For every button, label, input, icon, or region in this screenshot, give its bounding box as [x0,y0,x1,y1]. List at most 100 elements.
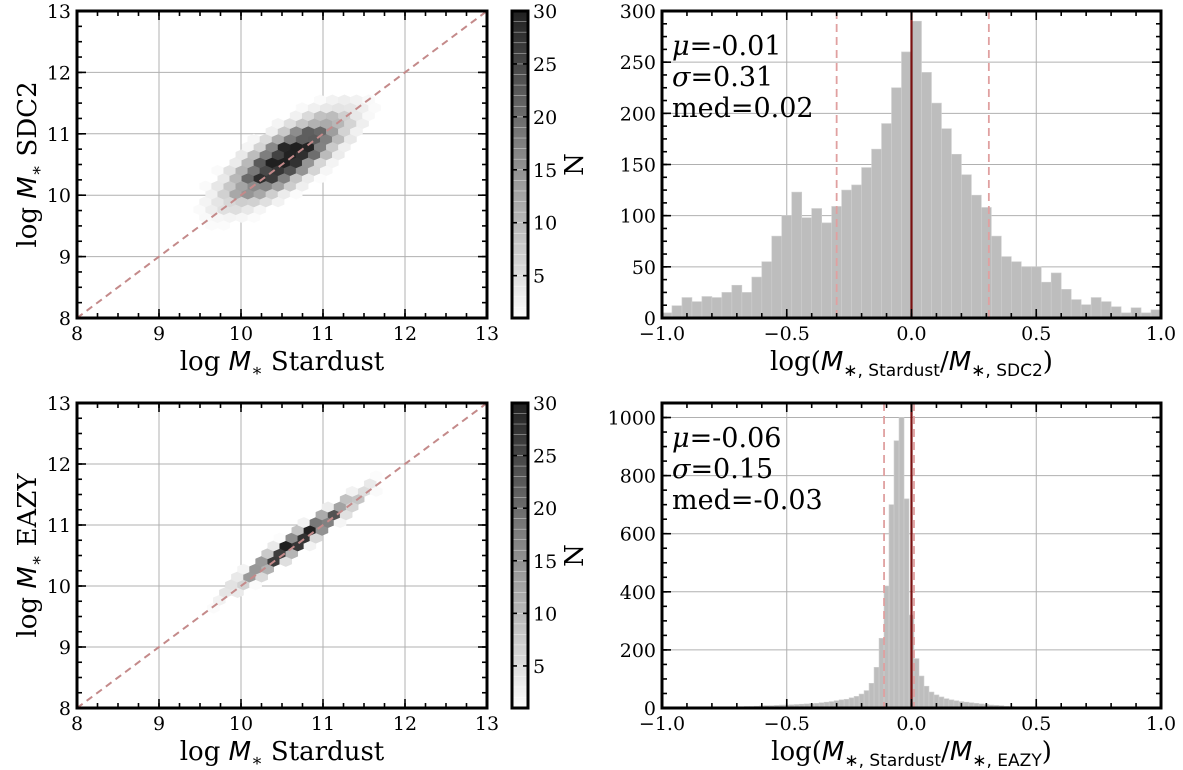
panel-bottom-right-xlabel: log(M∗, Stardust/M∗, EAZY) [771,737,1052,770]
colorbar-top-tick-label-1: 10 [533,213,557,235]
panel-top-right-bar-16 [821,222,832,318]
panel-top-right-bar-22 [881,123,892,318]
panel-bottom-left-ylabel: log M∗ EAZY [13,473,47,638]
panel-top-right-ytick-label-1: 50 [632,257,656,279]
panel-top-left-xtick-label-3: 11 [311,323,335,345]
panel-bottom-right-ytick-label-3: 600 [620,524,656,546]
panel-bottom-right-annotation-1: σ=0.15 [672,454,773,485]
panel-top-left-ytick-label-2: 10 [47,185,71,207]
panel-bottom-left-ytick-label-4: 12 [47,454,71,476]
panel-top-right-annotation-2: med=0.02 [672,93,814,124]
panel-top-left-xtick-label-1: 9 [153,323,165,345]
panel-top-right-bar-12 [781,215,793,318]
panel-top-right-bar-43 [1090,297,1102,318]
panel-top-right-bar-36 [1020,266,1032,318]
panel-bottom-right-ytick-label-0: 0 [644,698,656,720]
panel-top-left-hexbin [247,133,261,145]
colorbar-bottom-tick-label-2: 15 [533,551,557,573]
colorbar-bottom-frame [510,401,530,710]
panel-top-right-bar-26 [921,72,932,318]
panel-bottom-left-one-to-one-line [77,403,487,708]
panel-bottom-left-xlabel: log M∗ Stardust [180,737,385,770]
panel-top-left-ytick-label-4: 12 [47,62,71,84]
panel-bottom-right-bars [734,417,1030,708]
panel-top-right-bar-44 [1100,301,1112,318]
panel-top-right-bar-21 [871,148,882,318]
panel-top-right-bar-27 [931,102,942,318]
panel-top-right-annotation-0: μ=-0.01 [672,31,781,62]
panel-bottom-right-annotation-2: med=-0.03 [672,485,823,516]
panel-top-right-bar-8 [741,292,753,318]
colorbar-top-tick-label-0: 5 [533,266,545,288]
panel-bottom-right-xtick-label-0: −1.0 [639,713,685,735]
colorbar-top-tick-label-2: 15 [533,160,557,182]
panel-top-left-frame [75,9,489,320]
panel-bottom-right-ytick-label-5: 1000 [608,408,656,430]
panel-top-right-bar-14 [801,217,812,318]
panel-bottom-left-ticks: 8 9 10 11 12 13 8 9 10 11 12 13 [47,393,499,735]
panel-bottom-left-xtick-label-4: 12 [393,713,417,735]
colorbar-top: 5 10 15 20 25 30 N [510,1,590,320]
panel-top-right-ytick-label-5: 250 [620,52,656,74]
panel-bottom-left: 8 9 10 11 12 13 8 9 10 11 12 13 log M∗ Stardust log M… [13,393,499,770]
panel-top-right-bar-28 [941,128,952,318]
panel-bottom-left-hexbin [297,517,311,528]
panel-top-left-xtick-label-4: 12 [393,323,417,345]
colorbar-bottom-tick-label-1: 10 [533,603,557,625]
panel-top-right-bar-25 [911,20,922,318]
panel-top-left-hexbin [313,94,327,106]
colorbar-bottom-gradient [512,403,528,708]
colorbar-top-label: N [560,153,590,176]
panel-bottom-right-annotation-0: μ=-0.06 [672,423,781,454]
panel-top-right-bar-1 [671,305,683,318]
panel-top-right-xtick-label-4: 1.0 [1146,323,1176,345]
colorbar-top-tick-label-3: 20 [533,107,557,129]
panel-top-left-xlabel: log M∗ Stardust [180,347,385,381]
panel-top-right-xtick-label-0: −1.0 [639,323,685,345]
panel-bottom-left-ytick-label-3: 11 [47,515,71,537]
panel-top-right-bar-30 [961,174,972,318]
panel-top-right-ytick-label-4: 200 [620,103,656,125]
panel-bottom-right-xtick-label-3: 0.5 [1021,713,1051,735]
panel-top-right-bar-38 [1040,281,1052,318]
panel-top-right-bar-29 [951,153,962,318]
panel-bottom-right-bar-31 [888,504,895,708]
panel-top-right-bar-40 [1060,289,1072,318]
panel-bottom-left-xtick-label-3: 11 [311,713,335,735]
panel-top-right-frame [660,9,1163,320]
panel-bottom-right-bar-39 [928,691,935,708]
panel-top-right-bar-35 [1010,261,1022,318]
panel-top-right-bar-5 [711,297,723,318]
panel-top-left-hexbin [211,165,224,176]
panel-bottom-right-bar-29 [878,637,885,708]
panel-bottom-right-bar-34 [903,498,910,708]
panel-top-right-ytick-label-0: 0 [644,308,656,330]
panel-bottom-right-xtick-label-1: −0.5 [764,713,810,735]
panel-top-left-ytick-label-5: 13 [47,1,71,23]
panel-bottom-right-bar-32 [893,440,900,708]
colorbar-bottom-tick-label-0: 5 [533,656,545,678]
panel-top-right-bar-33 [991,235,1002,318]
panel-bottom-right-xtick-label-4: 1.0 [1146,713,1176,735]
panel-top-right-bar-41 [1070,299,1082,318]
panel-bottom-right-bar-41 [938,696,945,708]
panel-top-right-bar-20 [861,167,872,318]
panel-top-right-xtick-label-1: −0.5 [764,323,810,345]
panel-top-left-one-to-one-line [77,11,487,318]
panel-top-right-bar-4 [701,296,713,318]
panel-top-right-annotation-1: σ=0.31 [672,62,773,93]
panel-top-left-hexbin [326,94,339,106]
panel-bottom-left-frame [75,401,489,710]
panel-top-left-ytick-label-1: 9 [59,247,71,269]
panel-bottom-right-frame [660,401,1163,710]
panel-bottom-left-hexbin [237,563,250,575]
colorbar-top-frame [510,9,530,320]
panel-bottom-right-bar-24 [853,696,860,708]
panel-bottom-right-bar-26 [863,690,870,708]
panel-top-right-bar-34 [1001,256,1012,318]
panel-top-right-bar-3 [691,301,703,318]
panel-bottom-left-ytick-label-0: 8 [59,698,71,720]
colorbar-bottom-tick-label-4: 25 [533,446,557,468]
panel-top-right-bar-19 [851,184,862,318]
